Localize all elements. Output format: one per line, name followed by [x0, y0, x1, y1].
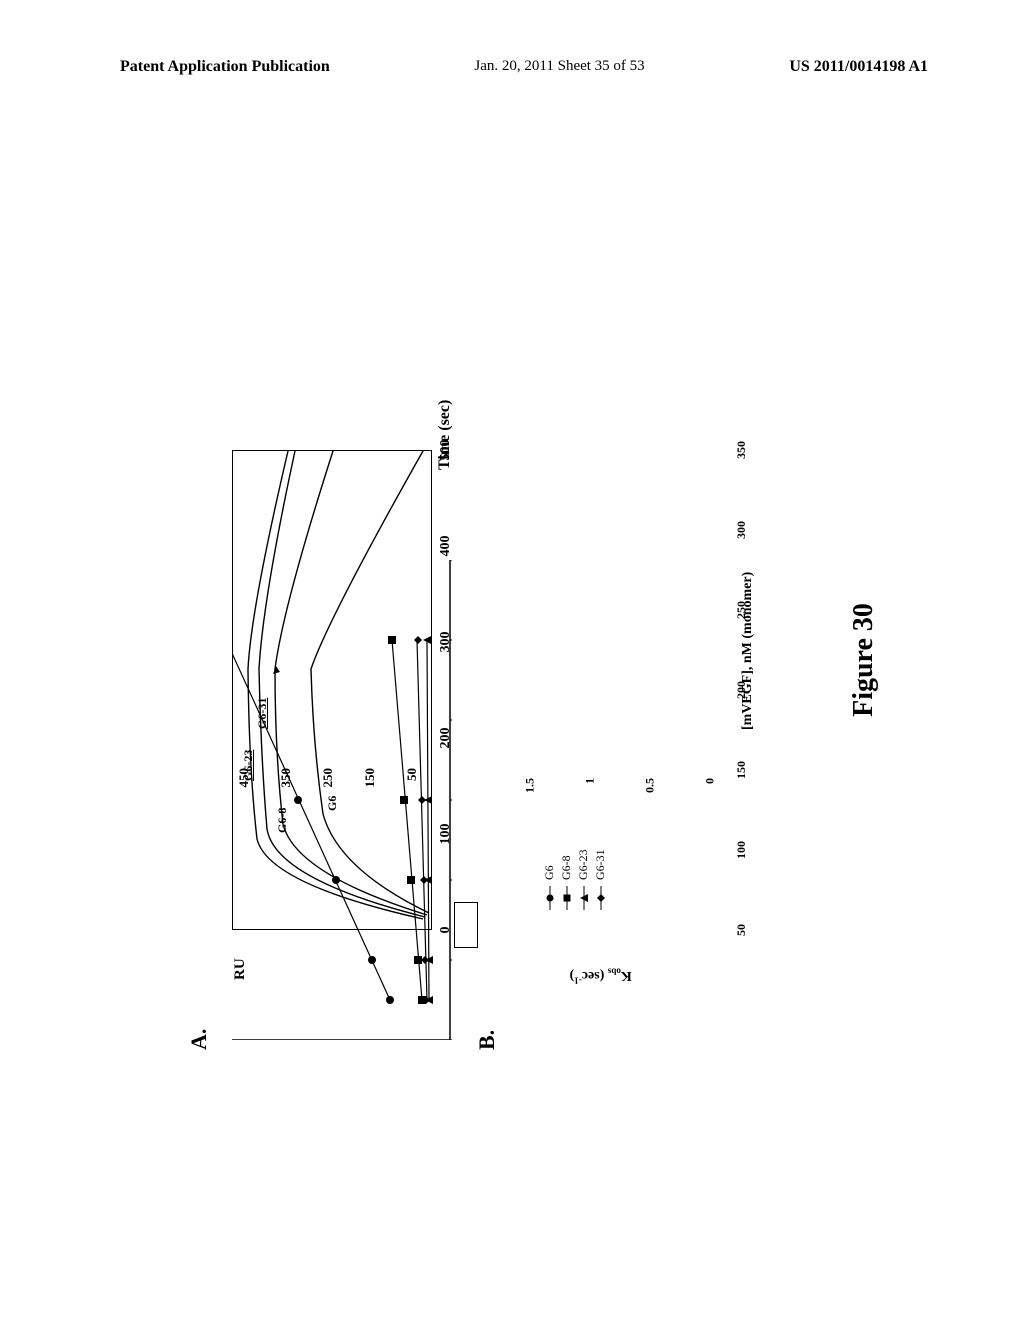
chart-b-xtick-250: 250	[734, 601, 749, 619]
panel-a-label: A.	[186, 1029, 212, 1050]
page: Patent Application Publication Jan. 20, …	[0, 0, 1024, 1320]
legend-label-g6-8: G6-8	[559, 855, 574, 880]
figure-caption: Figure 30	[848, 603, 880, 717]
figure-area: A. B. RU Time (sec) 450 350 250 150 50 0…	[232, 280, 792, 1040]
legend-row-g6: G6	[542, 849, 557, 910]
chart-b-ytick-1.5: 1.5	[523, 778, 538, 793]
legend-row-g6-8: G6-8	[559, 849, 574, 910]
chart-a-xtick-500: 500	[438, 440, 454, 461]
chart-b-x-label: [mVEGF], nM (monomer)	[740, 572, 756, 730]
chart-b-ytick-0.5: 0.5	[643, 778, 658, 793]
chart-b-ytick-0: 0	[703, 778, 718, 784]
legend-label-g6: G6	[542, 865, 557, 880]
chart-b	[232, 560, 452, 1040]
chart-b-xtick-50: 50	[734, 924, 749, 936]
chart-b-xtick-200: 200	[734, 681, 749, 699]
chart-a-xtick-400: 400	[438, 536, 454, 557]
legend-label-g6-31: G6-31	[593, 849, 608, 880]
legend-row-g6-23: G6-23	[576, 849, 591, 910]
chart-b-xtick-350: 350	[734, 441, 749, 459]
panel-b-label: B.	[474, 1030, 500, 1050]
chart-a-legend-box	[454, 902, 478, 948]
chart-b-ytick-1: 1	[583, 778, 598, 784]
chart-b-legend: G6 G6-8 G6-23 G6-31	[542, 849, 610, 910]
chart-b-xtick-100: 100	[734, 841, 749, 859]
header-right-text: US 2011/0014198 A1	[789, 58, 928, 76]
legend-label-g6-23: G6-23	[576, 849, 591, 880]
chart-b-xtick-300: 300	[734, 521, 749, 539]
header-left-text: Patent Application Publication	[120, 58, 330, 76]
page-header: Patent Application Publication Jan. 20, …	[0, 58, 1024, 76]
chart-b-svg	[232, 560, 452, 1040]
chart-b-y-label: Kobs (sec-1)	[570, 966, 632, 985]
legend-row-g6-31: G6-31	[593, 849, 608, 910]
chart-b-xtick-150: 150	[734, 761, 749, 779]
header-mid-text: Jan. 20, 2011 Sheet 35 of 53	[474, 58, 644, 76]
